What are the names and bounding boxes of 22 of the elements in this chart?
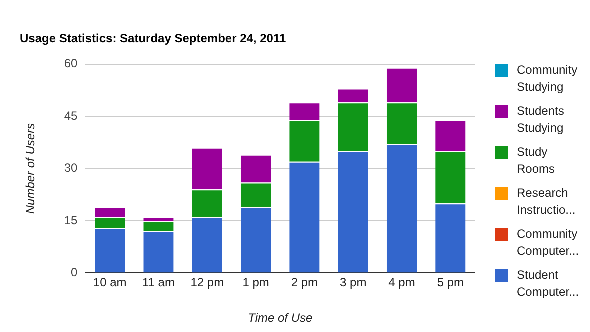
chart-title: Usage Statistics: Saturday September 24, 2011: [20, 32, 286, 46]
y-axis-title: Number of Users: [24, 123, 38, 214]
y-tick-label: 30: [64, 161, 78, 176]
y-tick-label: 60: [64, 56, 78, 71]
x-tick-label: 4 pm: [388, 276, 416, 290]
y-tick-label: 45: [64, 108, 78, 123]
x-tick-label: 3 pm: [340, 276, 367, 290]
legend-label: Students Studying: [517, 103, 564, 137]
x-tick-label: 1 pm: [242, 276, 270, 290]
legend-label: Research Instructio...: [517, 185, 576, 219]
legend-label: Community Studying: [517, 62, 578, 96]
legend-label: Community Computer...: [517, 226, 580, 260]
x-tick-label: 10 am: [93, 276, 127, 290]
x-tick-label: 2 pm: [291, 276, 318, 290]
y-tick-label: 0: [71, 266, 78, 280]
x-tick-label: 11 am: [142, 276, 175, 290]
legend-label: Student Computer...: [517, 267, 580, 301]
x-tick-label: 12 pm: [190, 276, 224, 290]
x-axis-title: Time of Use: [248, 311, 313, 326]
x-tick-label: 5 pm: [437, 276, 464, 290]
legend-label: Study Rooms: [517, 144, 556, 178]
y-tick-label: 15: [64, 213, 78, 228]
